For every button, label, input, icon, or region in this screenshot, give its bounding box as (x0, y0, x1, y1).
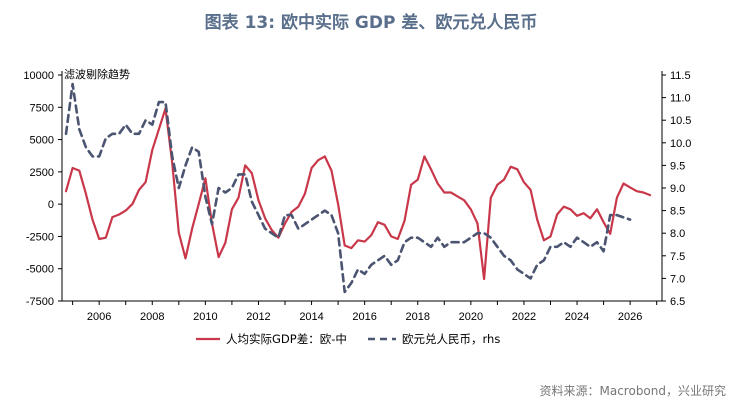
series-line-eurcny (64, 82, 632, 294)
source-note: 资料来源：Macrobond，兴业研究 (539, 384, 727, 398)
right-tick-label: 11.0 (670, 93, 691, 105)
chart-title: 图表 13: 欧中实际 GDP 差、欧元兑人民币 (204, 13, 538, 33)
left-tick-label: -7500 (26, 296, 54, 308)
x-tick-label: 2018 (406, 311, 430, 323)
x-tick-label: 2024 (565, 311, 589, 323)
x-tick-label: 2016 (352, 311, 376, 323)
x-tick-label: 2014 (299, 311, 323, 323)
series-line-gdp-diff (64, 107, 652, 281)
left-tick-label: 7500 (30, 102, 54, 114)
x-tick-label: 2008 (140, 311, 164, 323)
x-tick-label: 2006 (87, 311, 111, 323)
x-tick-label: 2020 (459, 311, 483, 323)
right-tick-label: 7.0 (670, 273, 685, 285)
right-tick-label: 8.0 (670, 228, 685, 240)
x-tick-label: 2010 (193, 311, 217, 323)
left-tick-label: -2500 (26, 231, 54, 243)
right-tick-label: 11.5 (670, 70, 691, 82)
right-tick-label: 9.5 (670, 160, 685, 172)
left-tick-label: 5000 (30, 135, 54, 147)
right-tick-label: 10.5 (670, 115, 691, 127)
annotation-text: 滤波剔除趋势 (64, 67, 130, 81)
legend: 人均实际GDP差：欧-中 欧元兑人民币，rhs (196, 332, 500, 346)
right-tick-label: 9.0 (670, 183, 685, 195)
legend-label-eurcny: 欧元兑人民币，rhs (402, 332, 500, 346)
left-tick-label: 2500 (30, 167, 54, 179)
right-tick-label: 10.0 (670, 138, 691, 150)
legend-label-gdp-diff: 人均实际GDP差：欧-中 (226, 332, 347, 346)
series-layer (64, 82, 652, 294)
right-tick-label: 6.5 (670, 296, 685, 308)
x-tick-label: 2012 (246, 311, 270, 323)
x-tick-label: 2026 (618, 311, 642, 323)
right-tick-label: 7.5 (670, 251, 685, 263)
left-tick-label: -5000 (26, 264, 54, 276)
right-tick-label: 8.5 (670, 206, 685, 218)
axes: 10000 7500 5000 2500 0 -2500 -5000 -7500 11.5 11.… (23, 70, 691, 323)
left-tick-label: 0 (48, 199, 54, 211)
x-tick-label: 2022 (512, 311, 536, 323)
left-tick-label: 10000 (23, 70, 54, 82)
